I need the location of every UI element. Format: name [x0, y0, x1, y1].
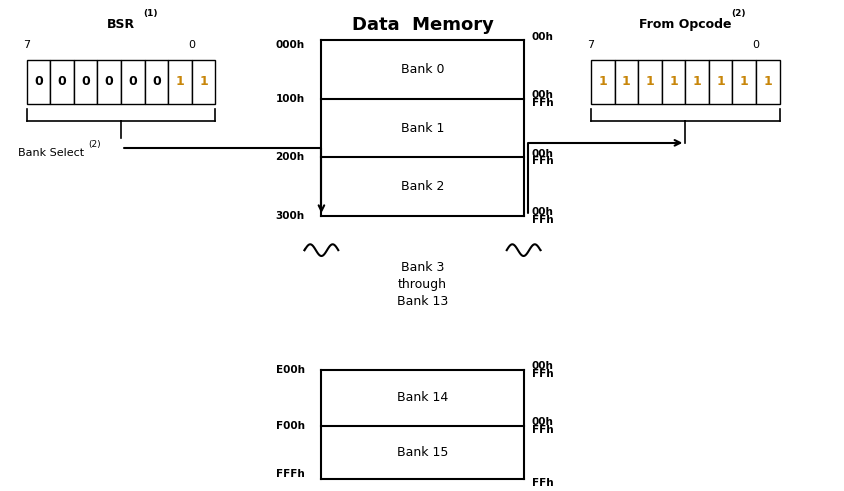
FancyBboxPatch shape — [732, 60, 755, 104]
FancyBboxPatch shape — [708, 60, 732, 104]
Text: 000h: 000h — [275, 40, 304, 51]
Text: 7: 7 — [587, 40, 594, 50]
Text: Bank 2: Bank 2 — [400, 180, 444, 193]
Text: Bank 0: Bank 0 — [400, 63, 444, 76]
FancyBboxPatch shape — [590, 60, 614, 104]
Text: Bank 15: Bank 15 — [397, 446, 447, 459]
FancyBboxPatch shape — [121, 60, 144, 104]
Text: 0: 0 — [81, 76, 89, 88]
Text: FFh: FFh — [532, 425, 553, 435]
Text: 300h: 300h — [275, 211, 304, 221]
Text: 1: 1 — [645, 76, 653, 88]
FancyBboxPatch shape — [27, 60, 50, 104]
Text: 0: 0 — [105, 76, 113, 88]
Text: 00h: 00h — [532, 31, 553, 42]
Text: 1: 1 — [598, 76, 606, 88]
Text: 1: 1 — [716, 76, 724, 88]
Text: 0: 0 — [128, 76, 137, 88]
Text: From Opcode: From Opcode — [638, 18, 731, 30]
FancyBboxPatch shape — [661, 60, 684, 104]
FancyBboxPatch shape — [637, 60, 661, 104]
Text: (2): (2) — [88, 140, 100, 149]
Text: 7: 7 — [23, 40, 30, 50]
Text: 0: 0 — [34, 76, 43, 88]
Text: 00h: 00h — [532, 149, 553, 159]
Text: 00h: 00h — [532, 90, 553, 100]
Text: 1: 1 — [739, 76, 748, 88]
FancyBboxPatch shape — [168, 60, 192, 104]
Text: 1: 1 — [621, 76, 630, 88]
Text: 1: 1 — [762, 76, 771, 88]
Text: 1: 1 — [668, 76, 677, 88]
Text: FFh: FFh — [532, 478, 553, 488]
FancyBboxPatch shape — [614, 60, 637, 104]
Text: 0: 0 — [57, 76, 67, 88]
Text: BSR: BSR — [107, 18, 135, 30]
Text: 1: 1 — [692, 76, 701, 88]
Text: 1: 1 — [199, 76, 208, 88]
Text: Bank 1: Bank 1 — [400, 122, 444, 135]
Text: 1: 1 — [176, 76, 184, 88]
Text: 00h: 00h — [532, 207, 553, 217]
FancyBboxPatch shape — [192, 60, 215, 104]
Text: 00h: 00h — [532, 361, 553, 371]
Text: Bank Select: Bank Select — [19, 148, 84, 158]
Text: FFFh: FFFh — [275, 469, 304, 479]
Text: 0: 0 — [152, 76, 160, 88]
FancyBboxPatch shape — [755, 60, 779, 104]
Text: FFh: FFh — [532, 98, 553, 108]
FancyBboxPatch shape — [144, 60, 168, 104]
Text: FFh: FFh — [532, 369, 553, 379]
Text: 100h: 100h — [275, 94, 304, 104]
FancyBboxPatch shape — [73, 60, 97, 104]
Text: 200h: 200h — [275, 153, 304, 163]
Text: FFh: FFh — [532, 156, 553, 166]
Text: FFh: FFh — [532, 215, 553, 225]
Text: (1): (1) — [143, 9, 158, 19]
Text: 0: 0 — [752, 40, 759, 50]
FancyBboxPatch shape — [50, 60, 73, 104]
FancyBboxPatch shape — [97, 60, 121, 104]
Text: 0: 0 — [188, 40, 195, 50]
Text: Bank 14: Bank 14 — [397, 391, 447, 404]
Text: Data  Memory: Data Memory — [351, 16, 493, 34]
Text: E00h: E00h — [275, 365, 304, 375]
FancyBboxPatch shape — [684, 60, 708, 104]
Text: (2): (2) — [730, 9, 744, 19]
Text: Bank 3
through
Bank 13: Bank 3 through Bank 13 — [397, 261, 447, 308]
Text: 00h: 00h — [532, 417, 553, 427]
Text: F00h: F00h — [275, 421, 304, 431]
